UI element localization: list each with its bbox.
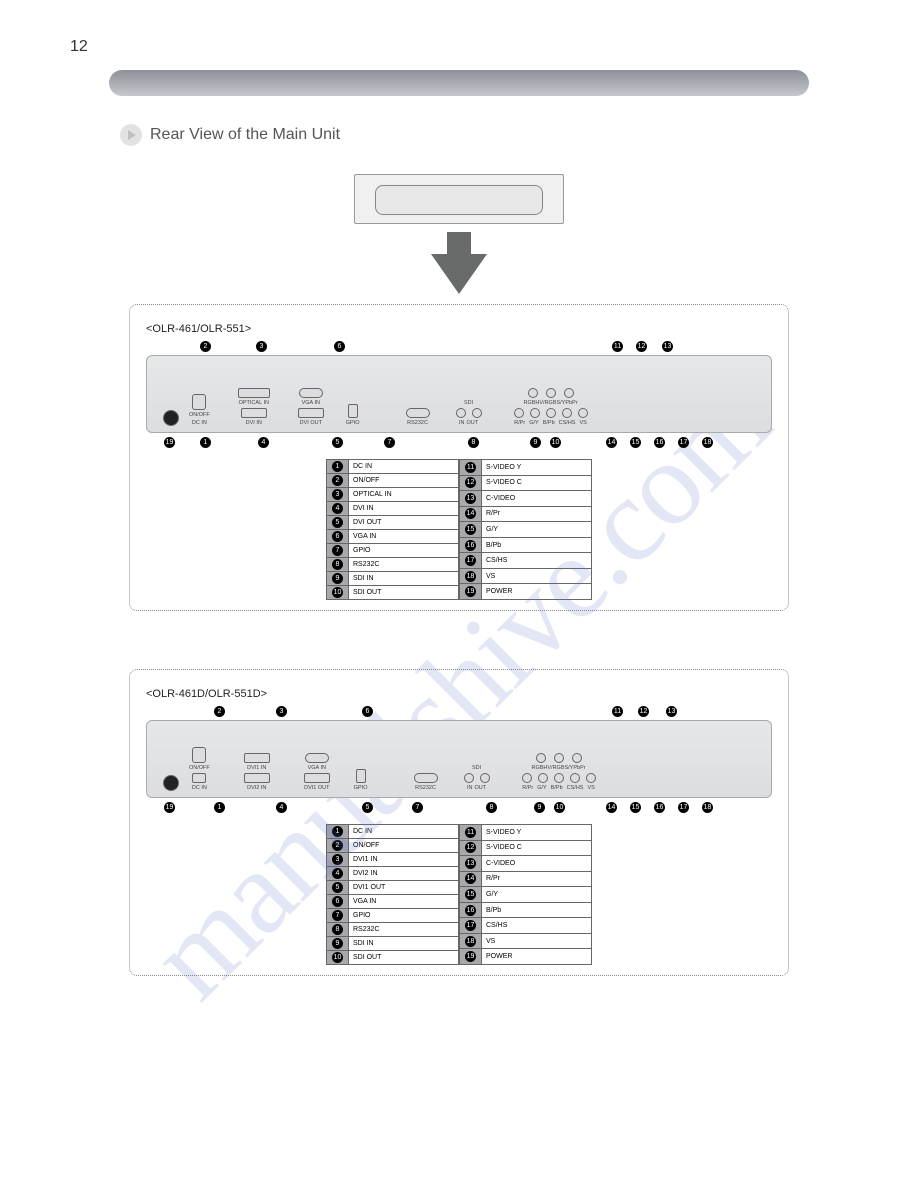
panel-body-b: ON/OFFDC IN DVI1 INDVI2 IN VGA INDVI1 OU…	[146, 720, 772, 798]
badge: 2	[200, 341, 211, 352]
badge: 17	[678, 802, 689, 813]
subtitle-row: Rear View of the Main Unit	[120, 124, 858, 146]
badge: 1	[200, 437, 211, 448]
badge: 5	[362, 802, 373, 813]
badge: 3	[256, 341, 267, 352]
subtitle-text: Rear View of the Main Unit	[150, 126, 340, 144]
badge: 6	[362, 706, 373, 717]
device-inner	[375, 185, 543, 215]
badge: 19	[164, 437, 175, 448]
panel-model-b: <OLR-461D/OLR-551D> 2 3 6 11 12 13 ON/OF…	[129, 669, 789, 976]
badge: 18	[702, 802, 713, 813]
badge: 14	[606, 437, 617, 448]
badge: 14	[606, 802, 617, 813]
badge: 7	[412, 802, 423, 813]
legend-table-right-b: 11S-VIDEO Y 12S-VIDEO C 13C-VIDEO 14R/Pr…	[459, 824, 592, 965]
badge: 8	[468, 437, 479, 448]
panel-title-b: <OLR-461D/OLR-551D>	[146, 688, 772, 700]
badge: 6	[334, 341, 345, 352]
badge: 13	[662, 341, 673, 352]
badge: 4	[258, 437, 269, 448]
legend-table-left-b: 1DC IN 2ON/OFF 3DVI1 IN 4DVI2 IN 5DVI1 O…	[326, 824, 459, 965]
panel-title-a: <OLR-461/OLR-551>	[146, 323, 772, 335]
badge: 12	[638, 706, 649, 717]
badge: 10	[554, 802, 565, 813]
badge: 5	[332, 437, 343, 448]
badge: 10	[550, 437, 561, 448]
device-overview	[354, 174, 564, 224]
badge: 13	[666, 706, 677, 717]
panel-model-a: <OLR-461/OLR-551> 2 3 6 11 12 13 ON/OFFD…	[129, 304, 789, 611]
arrow-stem	[447, 232, 471, 254]
badge: 11	[612, 341, 623, 352]
panel-body-a: ON/OFFDC IN OPTICAL INDVI IN VGA INDVI O…	[146, 355, 772, 433]
badge: 4	[276, 802, 287, 813]
badge: 19	[164, 802, 175, 813]
legend-table-left-a: 1DC IN 2ON/OFF 3OPTICAL IN 4DVI IN 5DVI …	[326, 459, 459, 600]
legend-table-right-a: 11S-VIDEO Y 12S-VIDEO C 13C-VIDEO 14R/Pr…	[459, 459, 592, 600]
badge: 16	[654, 437, 665, 448]
badge: 16	[654, 802, 665, 813]
badge: 2	[214, 706, 225, 717]
header-banner	[109, 70, 809, 96]
badge: 17	[678, 437, 689, 448]
legend-tables-a: 1DC IN 2ON/OFF 3OPTICAL IN 4DVI IN 5DVI …	[146, 459, 772, 600]
badge: 9	[534, 802, 545, 813]
badge: 7	[384, 437, 395, 448]
badge: 18	[702, 437, 713, 448]
badge: 3	[276, 706, 287, 717]
badge: 15	[630, 437, 641, 448]
legend-tables-b: 1DC IN 2ON/OFF 3DVI1 IN 4DVI2 IN 5DVI1 O…	[146, 824, 772, 965]
arrow-down-icon	[431, 254, 487, 294]
badge: 8	[486, 802, 497, 813]
badge: 11	[612, 706, 623, 717]
play-icon	[120, 124, 142, 146]
badge: 12	[636, 341, 647, 352]
page-number: 12	[70, 38, 88, 56]
badge: 15	[630, 802, 641, 813]
badge: 1	[214, 802, 225, 813]
badge: 9	[530, 437, 541, 448]
